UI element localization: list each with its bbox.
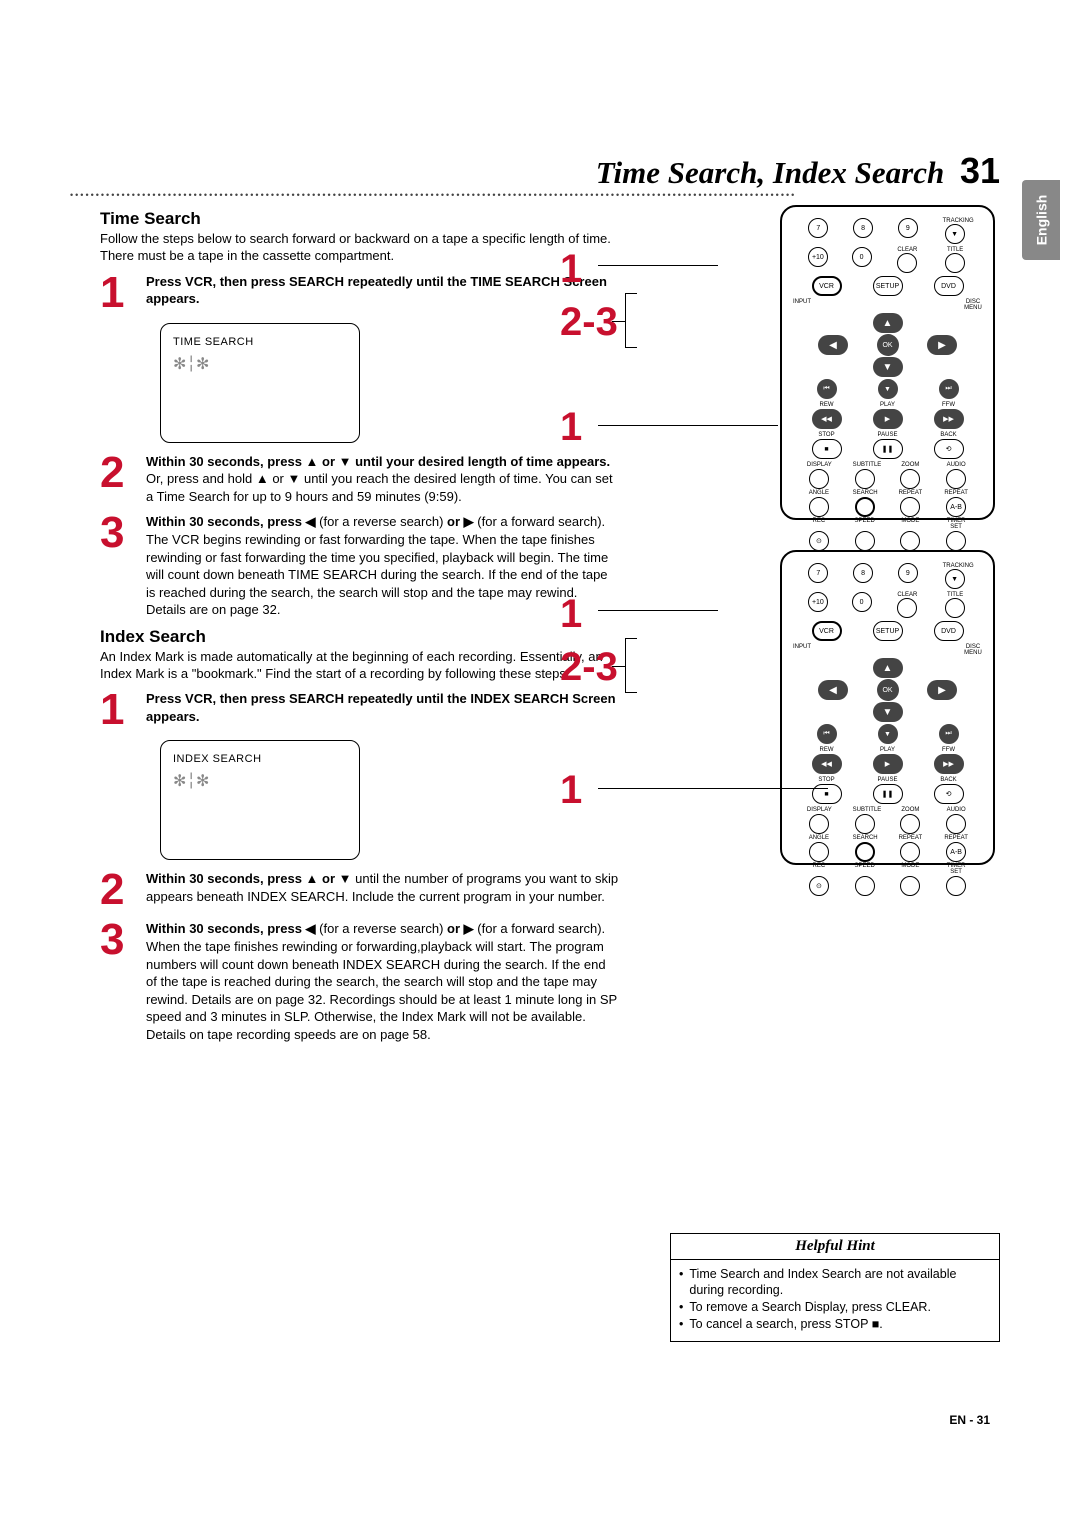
- language-tab-label: English: [1033, 195, 1049, 246]
- index-search-heading: Index Search: [100, 627, 620, 647]
- time-step-3-body: Within 30 seconds, press ◀ (for a revers…: [146, 511, 620, 618]
- hint-item: Time Search and Index Search are not ava…: [679, 1266, 991, 1300]
- callout-1-bottom: 1: [560, 405, 582, 450]
- helpful-hint-list: Time Search and Index Search are not ava…: [671, 1260, 999, 1342]
- hint-item-text: Time Search and Index Search are not ava…: [689, 1266, 991, 1300]
- callout-line-2a: [598, 610, 718, 611]
- index-search-intro: An Index Mark is made automatically at t…: [100, 649, 620, 683]
- callout-line-1a: [598, 265, 718, 266]
- title-text: Time Search, Index Search: [596, 155, 944, 190]
- callout-1-top: 1: [560, 247, 582, 292]
- time-search-screen: TIME SEARCH ✻╎✻: [160, 323, 360, 443]
- index-step-3-lead: Within 30 seconds, press ◀: [146, 921, 316, 936]
- step-number-1b: 1: [100, 688, 146, 732]
- time-search-screen-label: TIME SEARCH: [173, 336, 347, 348]
- callout-brace-2: [625, 638, 637, 693]
- time-step-3-lead: Within 30 seconds, press ◀: [146, 514, 316, 529]
- index-step-3: 3 Within 30 seconds, press ◀ (for a reve…: [100, 918, 620, 1043]
- step-number-1: 1: [100, 271, 146, 315]
- index-step-3-mid2: (for a forward search). When the tape fi…: [146, 921, 617, 1041]
- time-step-2: 2 Within 30 seconds, press ▲ or ▼ until …: [100, 451, 620, 506]
- remote-diagram-1: 789TRACKING▼ +100CLEARTITLE VCRSETUPDVD …: [780, 205, 995, 520]
- step-number-3b: 3: [100, 918, 146, 1043]
- remote-diagrams: 1 2-3 1 789TRACKING▼ +100CLEARTITLE VCRS…: [670, 205, 1000, 895]
- callout-1-top-b: 1: [560, 592, 582, 637]
- callout-line-1b: [612, 321, 625, 322]
- time-search-heading: Time Search: [100, 209, 620, 229]
- step-number-2b: 2: [100, 868, 146, 912]
- callout-1-bottom-b: 1: [560, 768, 582, 813]
- remote-diagram-2: 789TRACKING▼ +100CLEARTITLE VCRSETUPDVD …: [780, 550, 995, 865]
- hint-item: To cancel a search, press STOP ■.: [679, 1316, 991, 1333]
- step-number-3: 3: [100, 511, 146, 618]
- time-step-2-bold: Within 30 seconds, press ▲ or ▼ until yo…: [146, 454, 610, 469]
- page-footer: EN - 31: [949, 1413, 990, 1427]
- dotted-rule: ••••••••••••••••••••••••••••••••••••••••…: [70, 190, 1000, 200]
- index-step-2: 2 Within 30 seconds, press ▲ or ▼ until …: [100, 868, 620, 912]
- index-step-3-body: Within 30 seconds, press ◀ (for a revers…: [146, 918, 620, 1043]
- hint-item-text: To remove a Search Display, press CLEAR.: [689, 1299, 931, 1316]
- callout-line-2b: [612, 666, 625, 667]
- time-step-3-mid2: (for a forward search). The VCR begins r…: [146, 514, 608, 617]
- time-search-intro: Follow the steps below to search forward…: [100, 231, 620, 265]
- page-title: Time Search, Index Search 31: [596, 150, 1000, 192]
- remote-2-wrap: 1 2-3 1 789TRACKING▼ +100CLEARTITLE VCRS…: [670, 550, 1000, 865]
- helpful-hint-heading: Helpful Hint: [671, 1234, 999, 1260]
- index-search-screen: INDEX SEARCH ✻╎✻: [160, 740, 360, 860]
- sparkle-icon: ✻╎✻: [173, 354, 347, 374]
- time-step-2-rest: Or, press and hold ▲ or ▼ until you reac…: [146, 471, 613, 504]
- callout-line-1c: [598, 425, 778, 426]
- sparkle-icon-2: ✻╎✻: [173, 771, 347, 791]
- callout-23-b: 2-3: [560, 645, 618, 690]
- index-search-screen-label: INDEX SEARCH: [173, 753, 347, 765]
- index-step-3-or: or ▶: [447, 921, 474, 936]
- hint-item-text: To cancel a search, press STOP ■.: [689, 1316, 882, 1333]
- main-content: Time Search Follow the steps below to se…: [100, 205, 620, 1043]
- remote-1-wrap: 1 2-3 1 789TRACKING▼ +100CLEARTITLE VCRS…: [670, 205, 1000, 520]
- callout-23-top: 2-3: [560, 300, 618, 345]
- step-number-2: 2: [100, 451, 146, 506]
- time-step-2-body: Within 30 seconds, press ▲ or ▼ until yo…: [146, 451, 620, 506]
- index-step-2-body: Within 30 seconds, press ▲ or ▼ until th…: [146, 868, 620, 912]
- index-step-1: 1 Press VCR, then press SEARCH repeatedl…: [100, 688, 620, 732]
- callout-brace-1: [625, 293, 637, 348]
- time-step-3: 3 Within 30 seconds, press ◀ (for a reve…: [100, 511, 620, 618]
- title-number: 31: [960, 150, 1000, 191]
- helpful-hint-box: Helpful Hint Time Search and Index Searc…: [670, 1233, 1000, 1343]
- index-step-1-text: Press VCR, then press SEARCH repeatedly …: [146, 691, 616, 724]
- language-tab: English: [1022, 180, 1060, 260]
- index-step-3-mid1: (for a reverse search): [316, 921, 448, 936]
- time-step-1-text: Press VCR, then press SEARCH repeatedly …: [146, 274, 607, 307]
- hint-item: To remove a Search Display, press CLEAR.: [679, 1299, 991, 1316]
- time-step-3-or: or ▶: [447, 514, 474, 529]
- time-step-3-mid1: (for a reverse search): [316, 514, 448, 529]
- time-step-1: 1 Press VCR, then press SEARCH repeatedl…: [100, 271, 620, 315]
- index-step-2-lead: Within 30 seconds, press ▲ or ▼: [146, 871, 352, 886]
